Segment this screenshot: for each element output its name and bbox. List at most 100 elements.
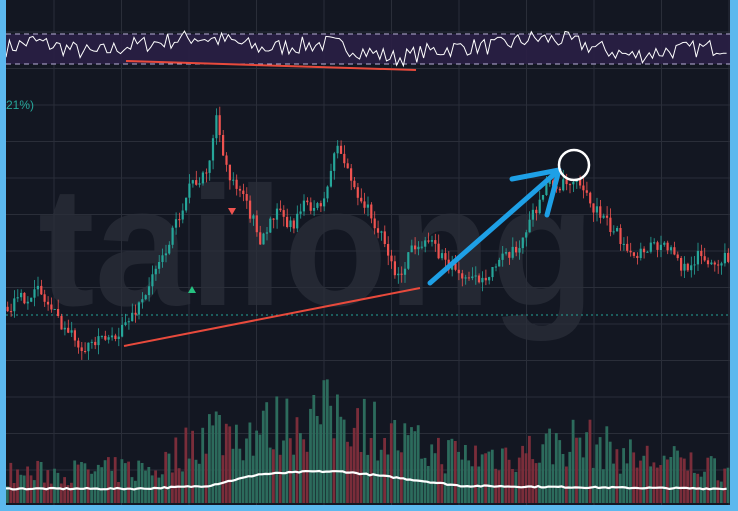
candle-body xyxy=(659,244,662,250)
candle-body xyxy=(585,190,588,193)
candle-body xyxy=(387,244,390,256)
candle-body xyxy=(602,215,605,218)
candle-body xyxy=(558,188,561,191)
volume-bar xyxy=(602,469,605,503)
volume-bar xyxy=(490,449,494,503)
volume-bar xyxy=(6,486,9,503)
volume-bar xyxy=(588,419,592,503)
volume-bar xyxy=(629,439,632,503)
volume-bar xyxy=(211,425,215,503)
candle-body xyxy=(77,340,80,348)
volume-bar xyxy=(120,459,124,503)
volume-bar xyxy=(538,462,541,503)
candle-body xyxy=(218,115,221,135)
volume-bar xyxy=(383,438,386,503)
candle-body xyxy=(178,219,181,221)
arrow-head-right xyxy=(544,167,562,218)
candle-body xyxy=(164,253,167,256)
candle-body xyxy=(562,179,565,191)
volume-bar xyxy=(12,483,16,503)
candle-body xyxy=(494,266,497,268)
candle-body xyxy=(666,242,669,251)
volume-bar xyxy=(228,426,232,503)
target-circle xyxy=(557,148,591,182)
volume-bar xyxy=(83,463,87,503)
candle-body xyxy=(548,180,551,184)
volume-bar xyxy=(184,427,188,503)
candle-body xyxy=(13,298,16,312)
candle-body xyxy=(336,145,339,154)
candle-body xyxy=(161,255,164,262)
volume-bar xyxy=(443,473,447,503)
volume-bar xyxy=(305,451,309,503)
volume-bar xyxy=(255,430,258,503)
candle-body xyxy=(232,179,235,181)
volume-bar xyxy=(373,401,376,503)
candle-body xyxy=(454,263,457,270)
volume-bar xyxy=(410,427,413,503)
candle-body xyxy=(363,201,366,208)
volume-bar xyxy=(76,464,80,503)
volume-bar xyxy=(43,482,46,503)
volume-bar xyxy=(622,448,625,503)
volume-bar xyxy=(9,462,13,503)
candle-body xyxy=(205,172,208,174)
candle-body xyxy=(191,180,194,184)
volume-bar xyxy=(591,467,595,503)
candle-body xyxy=(565,179,568,185)
candle-body xyxy=(282,210,285,217)
candle-body xyxy=(134,312,137,315)
candle-body xyxy=(104,335,107,340)
candle-body xyxy=(117,336,120,339)
candle-body xyxy=(693,264,696,266)
rsi-divergence-line xyxy=(125,60,417,71)
percent-label: 21%) xyxy=(6,98,35,112)
candle-body xyxy=(531,209,534,220)
volume-bar xyxy=(167,453,171,503)
candle-body xyxy=(417,246,420,250)
candle-body xyxy=(477,275,481,283)
candle-body xyxy=(673,247,676,255)
candle-body xyxy=(262,233,265,245)
candle-body xyxy=(498,259,501,267)
volume-bar xyxy=(487,451,491,503)
volume-bar xyxy=(275,396,279,503)
candle-body xyxy=(80,347,83,351)
volume-bar xyxy=(49,483,53,503)
volume-bar xyxy=(430,444,434,503)
volume-bar xyxy=(554,433,558,503)
volume-bar xyxy=(723,468,727,503)
candle-body xyxy=(174,219,178,228)
volume-bar xyxy=(278,454,282,503)
volume-bar xyxy=(208,414,211,503)
candle-body xyxy=(306,200,309,203)
volume-bar xyxy=(127,461,130,503)
volume-bar xyxy=(110,470,114,503)
rsi-line xyxy=(6,30,727,68)
candle-body xyxy=(579,179,582,186)
candle-body xyxy=(67,327,70,333)
volume-bar xyxy=(194,459,198,503)
candle-body xyxy=(201,172,204,184)
volume-bar xyxy=(251,455,255,503)
candle-body xyxy=(245,194,248,201)
volume-bar xyxy=(517,457,521,503)
volume-bar xyxy=(201,427,205,503)
candle-body xyxy=(70,330,73,333)
volume-bar xyxy=(265,402,269,503)
volume-bar xyxy=(652,462,656,503)
candle-body xyxy=(299,211,302,214)
candle-body xyxy=(57,309,60,316)
candle-body xyxy=(316,203,319,208)
volume-bar xyxy=(80,462,83,503)
volume-bar xyxy=(625,463,629,503)
candle-body xyxy=(727,252,730,262)
volume-bar xyxy=(524,453,528,503)
candle-body xyxy=(683,263,686,271)
candle-body xyxy=(84,351,87,352)
chart-svg[interactable]: tailong xyxy=(6,0,730,505)
candle-body xyxy=(302,200,305,212)
candle-body xyxy=(94,341,97,346)
candle-body xyxy=(296,213,299,229)
volume-bar xyxy=(241,460,245,503)
